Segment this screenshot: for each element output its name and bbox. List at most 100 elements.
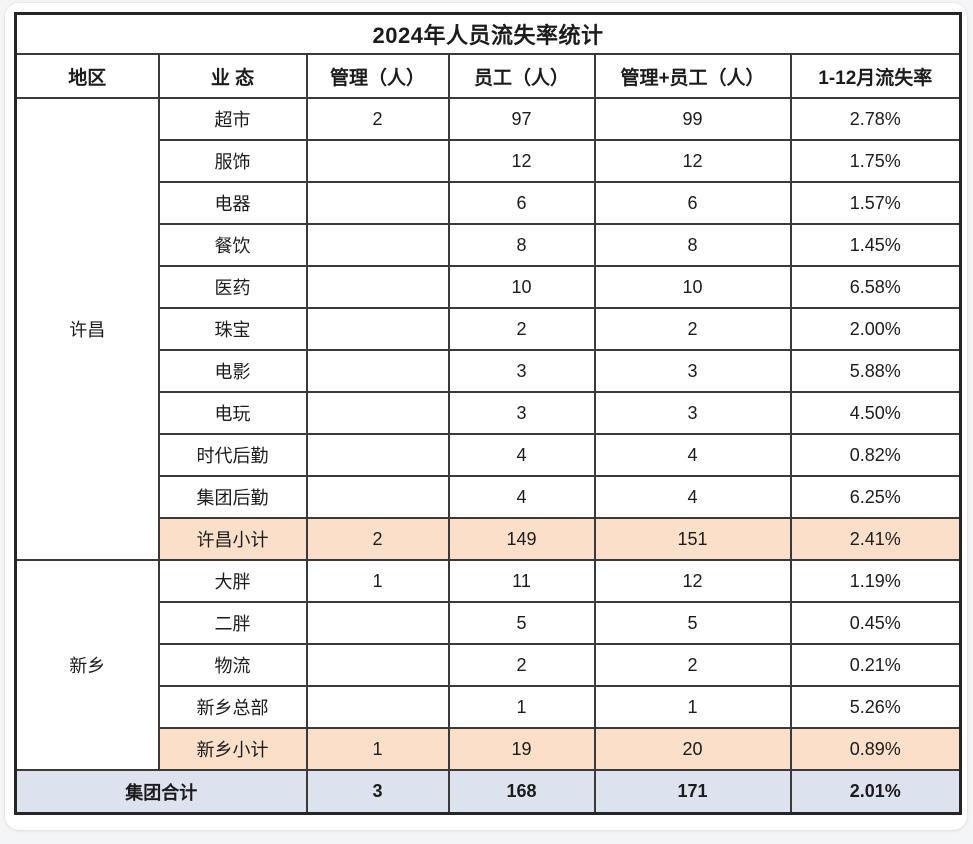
region-cell-xuchang: 许昌 [14, 97, 160, 561]
grand-total-label: 集团合计 [14, 769, 308, 815]
total-cell: 5 [593, 601, 792, 645]
business-cell: 电器 [157, 181, 308, 225]
table-row: 电玩 3 3 4.50% [16, 391, 962, 435]
column-header-business: 业 态 [157, 53, 308, 99]
staff-cell: 1 [447, 685, 596, 729]
total-cell: 171 [593, 769, 792, 815]
mgmt-cell [305, 139, 450, 183]
subtotal-row-xinxiang: 新乡小计 1 19 20 0.89% [16, 727, 962, 771]
column-header-region: 地区 [14, 53, 160, 99]
mgmt-cell [305, 307, 450, 351]
total-cell: 3 [593, 391, 792, 435]
mgmt-cell [305, 433, 450, 477]
rate-cell: 0.89% [789, 727, 962, 771]
subtotal-row-xuchang: 许昌小计 2 149 151 2.41% [16, 517, 962, 561]
mgmt-cell [305, 475, 450, 519]
rate-cell: 0.45% [789, 601, 962, 645]
header-row: 地区 业 态 管理（人） 员工（人） 管理+员工（人） 1-12月流失率 [14, 53, 962, 99]
staff-cell: 3 [447, 349, 596, 393]
business-cell: 二胖 [157, 601, 308, 645]
total-cell: 12 [593, 139, 792, 183]
business-cell: 电影 [157, 349, 308, 393]
mgmt-cell [305, 685, 450, 729]
column-header-management: 管理（人） [305, 53, 450, 99]
business-cell: 新乡总部 [157, 685, 308, 729]
rate-cell: 0.21% [789, 643, 962, 687]
total-cell: 2 [593, 307, 792, 351]
staff-cell: 4 [447, 475, 596, 519]
staff-cell: 10 [447, 265, 596, 309]
rate-cell: 4.50% [789, 391, 962, 435]
grand-total-row: 集团合计 3 168 171 2.01% [14, 769, 962, 815]
rate-cell: 1.57% [789, 181, 962, 225]
turnover-stats-table: 2024年人员流失率统计 地区 业 态 管理（人） 员工（人） 管理+员工（人）… [14, 12, 963, 815]
total-cell: 1 [593, 685, 792, 729]
business-cell: 许昌小计 [157, 517, 308, 561]
business-cell: 时代后勤 [157, 433, 308, 477]
business-cell: 超市 [157, 97, 308, 141]
rate-cell: 5.88% [789, 349, 962, 393]
page-card: 2024年人员流失率统计 地区 业 态 管理（人） 员工（人） 管理+员工（人）… [5, 3, 967, 830]
business-cell: 珠宝 [157, 307, 308, 351]
rate-cell: 0.82% [789, 433, 962, 477]
staff-cell: 3 [447, 391, 596, 435]
mgmt-cell: 2 [305, 97, 450, 141]
table-row: 许昌 超市 2 97 99 2.78% [14, 97, 962, 561]
column-header-total: 管理+员工（人） [593, 53, 792, 99]
rate-cell: 1.75% [789, 139, 962, 183]
staff-cell: 19 [447, 727, 596, 771]
mgmt-cell [305, 391, 450, 435]
staff-cell: 5 [447, 601, 596, 645]
staff-cell: 2 [447, 307, 596, 351]
total-cell: 3 [593, 349, 792, 393]
mgmt-cell [305, 265, 450, 309]
table-row: 时代后勤 4 4 0.82% [16, 433, 962, 477]
staff-cell: 2 [447, 643, 596, 687]
table-row: 珠宝 2 2 2.00% [16, 307, 962, 351]
region-cell-xinxiang: 新乡 [14, 559, 160, 771]
business-cell: 服饰 [157, 139, 308, 183]
total-cell: 4 [593, 433, 792, 477]
total-cell: 2 [593, 643, 792, 687]
table-row: 服饰 12 12 1.75% [16, 139, 962, 183]
staff-cell: 12 [447, 139, 596, 183]
total-cell: 6 [593, 181, 792, 225]
rate-cell: 1.19% [789, 559, 962, 603]
business-cell: 医药 [157, 265, 308, 309]
mgmt-cell: 2 [305, 517, 450, 561]
business-cell: 物流 [157, 643, 308, 687]
table-row: 电器 6 6 1.57% [16, 181, 962, 225]
table-row: 新乡 大胖 1 11 12 1.19% [14, 559, 962, 771]
total-cell: 20 [593, 727, 792, 771]
table-row: 新乡总部 1 1 5.26% [16, 685, 962, 729]
staff-cell: 11 [447, 559, 596, 603]
rate-cell: 2.41% [789, 517, 962, 561]
staff-cell: 97 [447, 97, 596, 141]
table-row: 电影 3 3 5.88% [16, 349, 962, 393]
rate-cell: 2.01% [789, 769, 962, 815]
total-cell: 12 [593, 559, 792, 603]
mgmt-cell [305, 349, 450, 393]
table-row: 物流 2 2 0.21% [16, 643, 962, 687]
rate-cell: 1.45% [789, 223, 962, 267]
staff-cell: 149 [447, 517, 596, 561]
business-cell: 集团后勤 [157, 475, 308, 519]
mgmt-cell: 1 [305, 559, 450, 603]
rate-cell: 2.78% [789, 97, 962, 141]
business-cell: 新乡小计 [157, 727, 308, 771]
table-title: 2024年人员流失率统计 [14, 12, 962, 55]
mgmt-cell [305, 643, 450, 687]
business-cell: 餐饮 [157, 223, 308, 267]
mgmt-cell: 1 [305, 727, 450, 771]
staff-cell: 6 [447, 181, 596, 225]
business-cell: 大胖 [157, 559, 308, 603]
mgmt-cell [305, 181, 450, 225]
column-header-staff: 员工（人） [447, 53, 596, 99]
mgmt-cell: 3 [305, 769, 450, 815]
title-row: 2024年人员流失率统计 [14, 12, 962, 55]
staff-cell: 168 [447, 769, 596, 815]
business-cell: 电玩 [157, 391, 308, 435]
table-row: 集团后勤 4 4 6.25% [16, 475, 962, 519]
total-cell: 151 [593, 517, 792, 561]
mgmt-cell [305, 601, 450, 645]
